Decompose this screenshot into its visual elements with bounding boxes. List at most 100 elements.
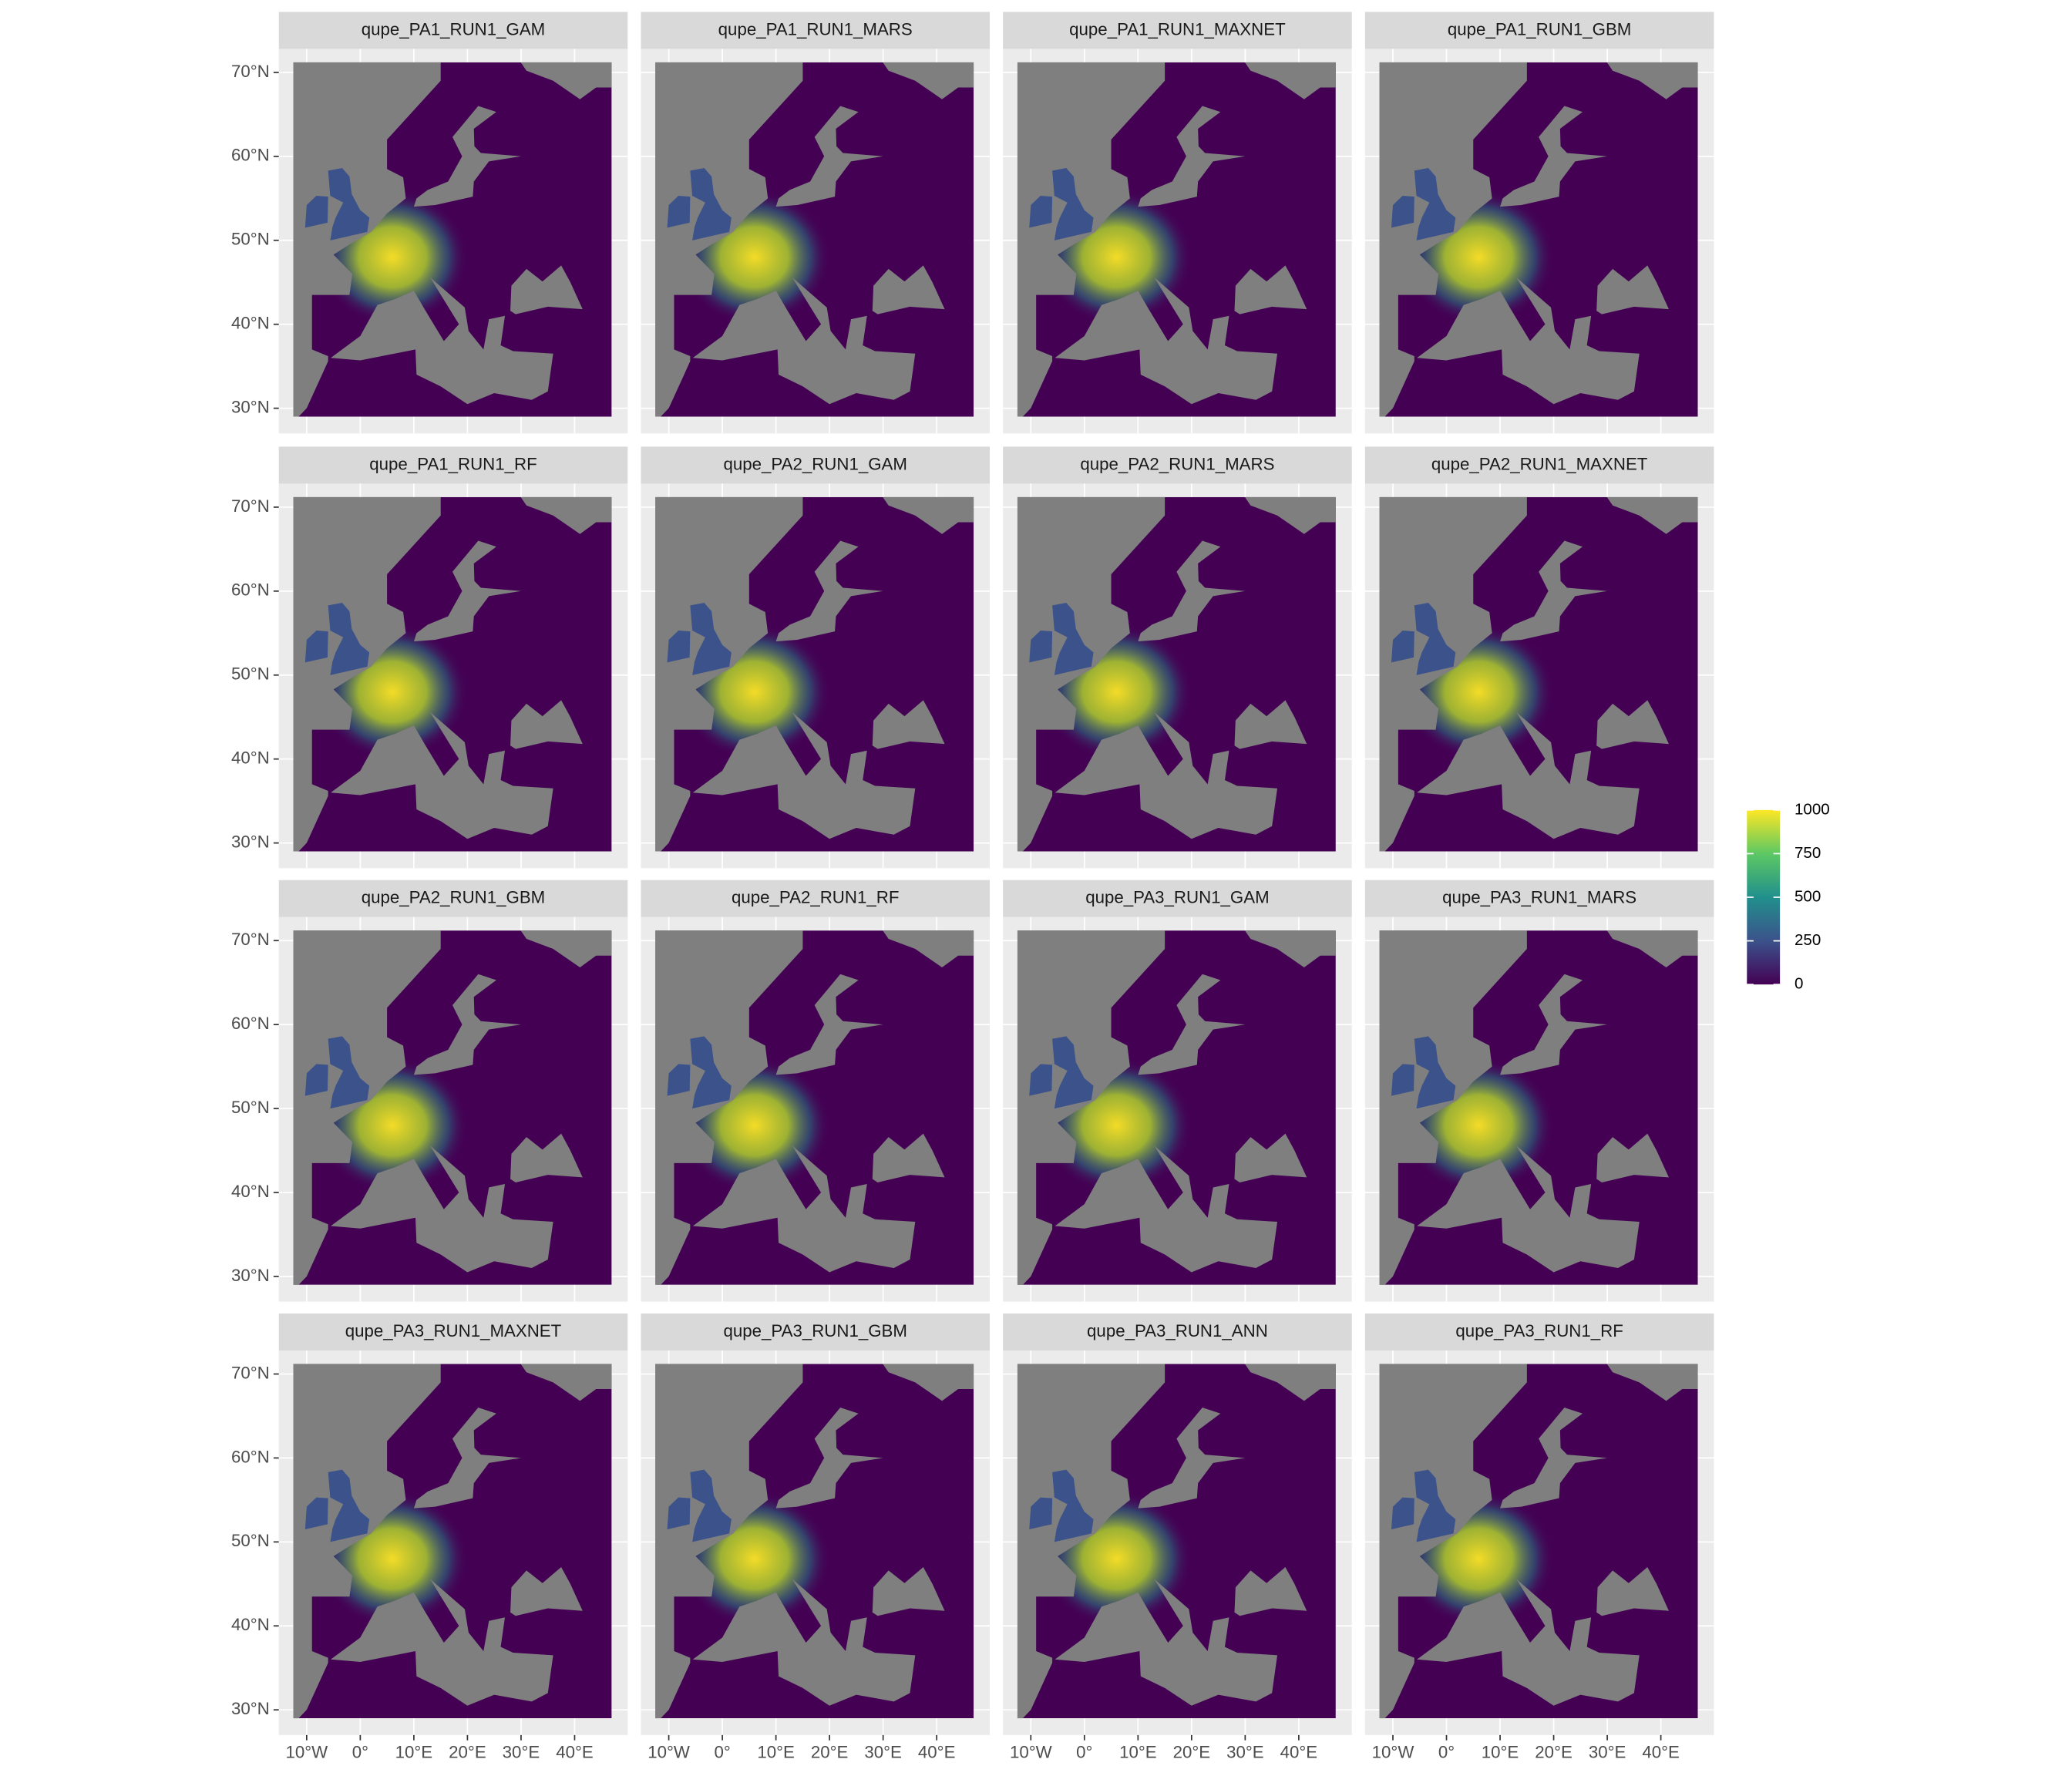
facet-title: qupe_PA2_RUN1_MAXNET	[1431, 454, 1648, 473]
sea	[1500, 540, 1608, 642]
sea	[1054, 1579, 1278, 1706]
island	[1029, 1497, 1053, 1529]
sea	[1500, 106, 1608, 207]
sea	[1606, 1364, 1698, 1401]
legend-label: 500	[1794, 887, 1821, 905]
strip	[278, 880, 628, 917]
facet-panel: qupe_PA2_RUN1_MARS	[1003, 446, 1352, 869]
sea	[1234, 1566, 1307, 1616]
facet-panel: qupe_PA3_RUN1_ANN 10°W 0° 10°E 20°E 30°E 40°E	[1003, 1314, 1352, 1762]
y-tick-label: 40°N	[231, 748, 270, 768]
island	[1029, 631, 1053, 663]
x-tick-label: 10°W	[648, 1743, 690, 1762]
map	[293, 930, 612, 1285]
sea	[883, 62, 974, 99]
island	[667, 1064, 691, 1096]
facet-panel: qupe_PA3_RUN1_GAM	[1003, 880, 1352, 1302]
island	[1414, 603, 1456, 675]
x-tick-label: 40°E	[1642, 1743, 1680, 1762]
x-tick-label: 30°E	[864, 1743, 902, 1762]
strip	[641, 1314, 990, 1350]
sea	[692, 1579, 916, 1706]
sea	[775, 1408, 883, 1509]
sea	[883, 1364, 974, 1401]
x-tick-label: 10°E	[1119, 1743, 1157, 1762]
y-tick-label: 70°N	[231, 1363, 270, 1382]
island	[1414, 1469, 1456, 1542]
island	[690, 1469, 732, 1542]
facet-title: qupe_PA3_RUN1_ANN	[1087, 1321, 1268, 1340]
sea	[1234, 265, 1307, 314]
x-tick-label: 0°	[1076, 1743, 1092, 1762]
island	[690, 603, 732, 675]
x-tick-label: 10°W	[1372, 1743, 1414, 1762]
x-tick-label: 0°	[352, 1743, 368, 1762]
facet-title: qupe_PA3_RUN1_GAM	[1085, 888, 1269, 907]
sea	[655, 1364, 803, 1719]
strip	[278, 1314, 628, 1350]
island	[1414, 1036, 1456, 1109]
sea	[413, 1408, 521, 1509]
x-tick-label: 0°	[714, 1743, 730, 1762]
strip	[1364, 880, 1714, 917]
sea	[655, 496, 803, 852]
map	[293, 62, 612, 417]
island	[1029, 196, 1053, 228]
sea	[510, 1566, 583, 1616]
island	[1052, 603, 1094, 675]
sea	[1596, 700, 1669, 749]
y-tick-label: 50°N	[231, 230, 270, 249]
sea	[331, 711, 553, 839]
y-tick-label: 60°N	[231, 1014, 270, 1033]
x-tick-label: 40°E	[918, 1743, 956, 1762]
sea	[883, 496, 974, 534]
map	[1017, 1364, 1336, 1719]
strip	[1364, 12, 1714, 49]
facet-panel: qupe_PA3_RUN1_MAXNET 10°W 0° 10°E 20°E 30°E 40…	[231, 1314, 628, 1762]
facet-title: qupe_PA1_RUN1_MARS	[718, 19, 913, 39]
sea	[520, 930, 612, 968]
strip	[1364, 1314, 1714, 1350]
sea	[1379, 496, 1527, 852]
sea	[1379, 930, 1527, 1285]
island	[304, 631, 328, 663]
sea	[1244, 930, 1336, 968]
y-tick-label: 60°N	[231, 580, 270, 600]
map	[655, 62, 974, 417]
sea	[413, 540, 521, 642]
facet-title: qupe_PA1_RUN1_RF	[369, 454, 536, 473]
strip	[1003, 1314, 1352, 1350]
legend-label: 750	[1794, 844, 1821, 862]
map	[293, 1364, 612, 1719]
island	[328, 1036, 370, 1109]
sea	[1054, 711, 1278, 839]
facet-title: qupe_PA1_RUN1_GBM	[1448, 19, 1631, 39]
facet-panel: qupe_PA2_RUN1_GBM 30°N 40°N 50°N 60°N 70°N	[231, 880, 628, 1302]
sea	[1244, 62, 1336, 99]
x-tick-label: 10°E	[395, 1743, 433, 1762]
sea	[1017, 62, 1166, 417]
y-tick-label: 50°N	[231, 664, 270, 684]
sea	[775, 540, 883, 642]
x-tick-label: 20°E	[449, 1743, 486, 1762]
strip	[641, 880, 990, 917]
sea	[1234, 1133, 1307, 1182]
sea	[1017, 1364, 1166, 1719]
y-tick-label: 70°N	[231, 930, 270, 949]
facet-title: qupe_PA3_RUN1_MAXNET	[345, 1321, 562, 1340]
sea	[293, 496, 441, 852]
sea	[510, 700, 583, 749]
sea	[331, 277, 553, 405]
sea	[293, 1364, 441, 1719]
sea	[413, 974, 521, 1075]
map	[655, 930, 974, 1285]
legend-label: 250	[1794, 931, 1821, 949]
sea	[293, 62, 441, 417]
island	[1414, 168, 1456, 240]
facet-panel: qupe_PA1_RUN1_GBM	[1364, 12, 1714, 434]
facet-panel: qupe_PA1_RUN1_RF 30°N 40°N 50°N 60°N 70°N	[231, 446, 628, 869]
map	[1379, 496, 1698, 852]
sea	[413, 106, 521, 207]
